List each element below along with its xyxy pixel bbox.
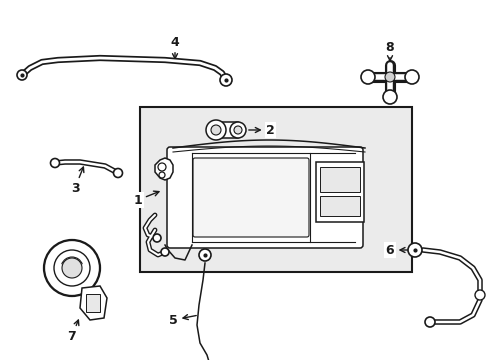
- Bar: [315, 162, 363, 222]
- Circle shape: [424, 317, 434, 327]
- Text: 3: 3: [71, 167, 83, 194]
- Bar: [319, 167, 359, 192]
- Circle shape: [54, 250, 90, 286]
- Text: 5: 5: [168, 314, 196, 327]
- Circle shape: [17, 70, 27, 80]
- Text: 7: 7: [67, 320, 79, 342]
- Circle shape: [404, 70, 418, 84]
- Circle shape: [474, 290, 484, 300]
- Circle shape: [220, 74, 231, 86]
- Circle shape: [205, 120, 225, 140]
- Circle shape: [234, 126, 242, 134]
- Bar: [319, 196, 359, 216]
- Circle shape: [229, 122, 245, 138]
- Circle shape: [360, 70, 374, 84]
- Circle shape: [199, 249, 210, 261]
- Text: 8: 8: [385, 41, 393, 61]
- Bar: [140, 107, 411, 272]
- Circle shape: [382, 90, 396, 104]
- Text: 1: 1: [133, 191, 159, 207]
- Circle shape: [44, 240, 100, 296]
- Polygon shape: [80, 286, 107, 320]
- Text: 2: 2: [248, 123, 274, 136]
- Circle shape: [210, 125, 221, 135]
- Circle shape: [384, 72, 394, 82]
- Bar: [218, 122, 238, 138]
- FancyBboxPatch shape: [193, 158, 308, 237]
- Circle shape: [153, 234, 161, 242]
- Circle shape: [161, 248, 169, 256]
- Circle shape: [113, 168, 122, 177]
- Text: 4: 4: [170, 36, 179, 59]
- Circle shape: [159, 172, 164, 178]
- Circle shape: [158, 163, 165, 171]
- Text: 6: 6: [385, 243, 411, 257]
- Circle shape: [50, 158, 60, 167]
- Bar: [86, 294, 100, 312]
- Polygon shape: [155, 158, 173, 180]
- Circle shape: [407, 243, 421, 257]
- FancyBboxPatch shape: [167, 147, 362, 248]
- Circle shape: [62, 258, 82, 278]
